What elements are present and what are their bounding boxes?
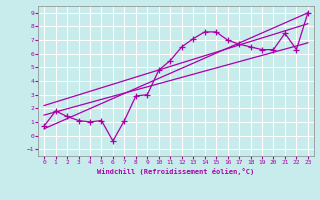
X-axis label: Windchill (Refroidissement éolien,°C): Windchill (Refroidissement éolien,°C) — [97, 168, 255, 175]
